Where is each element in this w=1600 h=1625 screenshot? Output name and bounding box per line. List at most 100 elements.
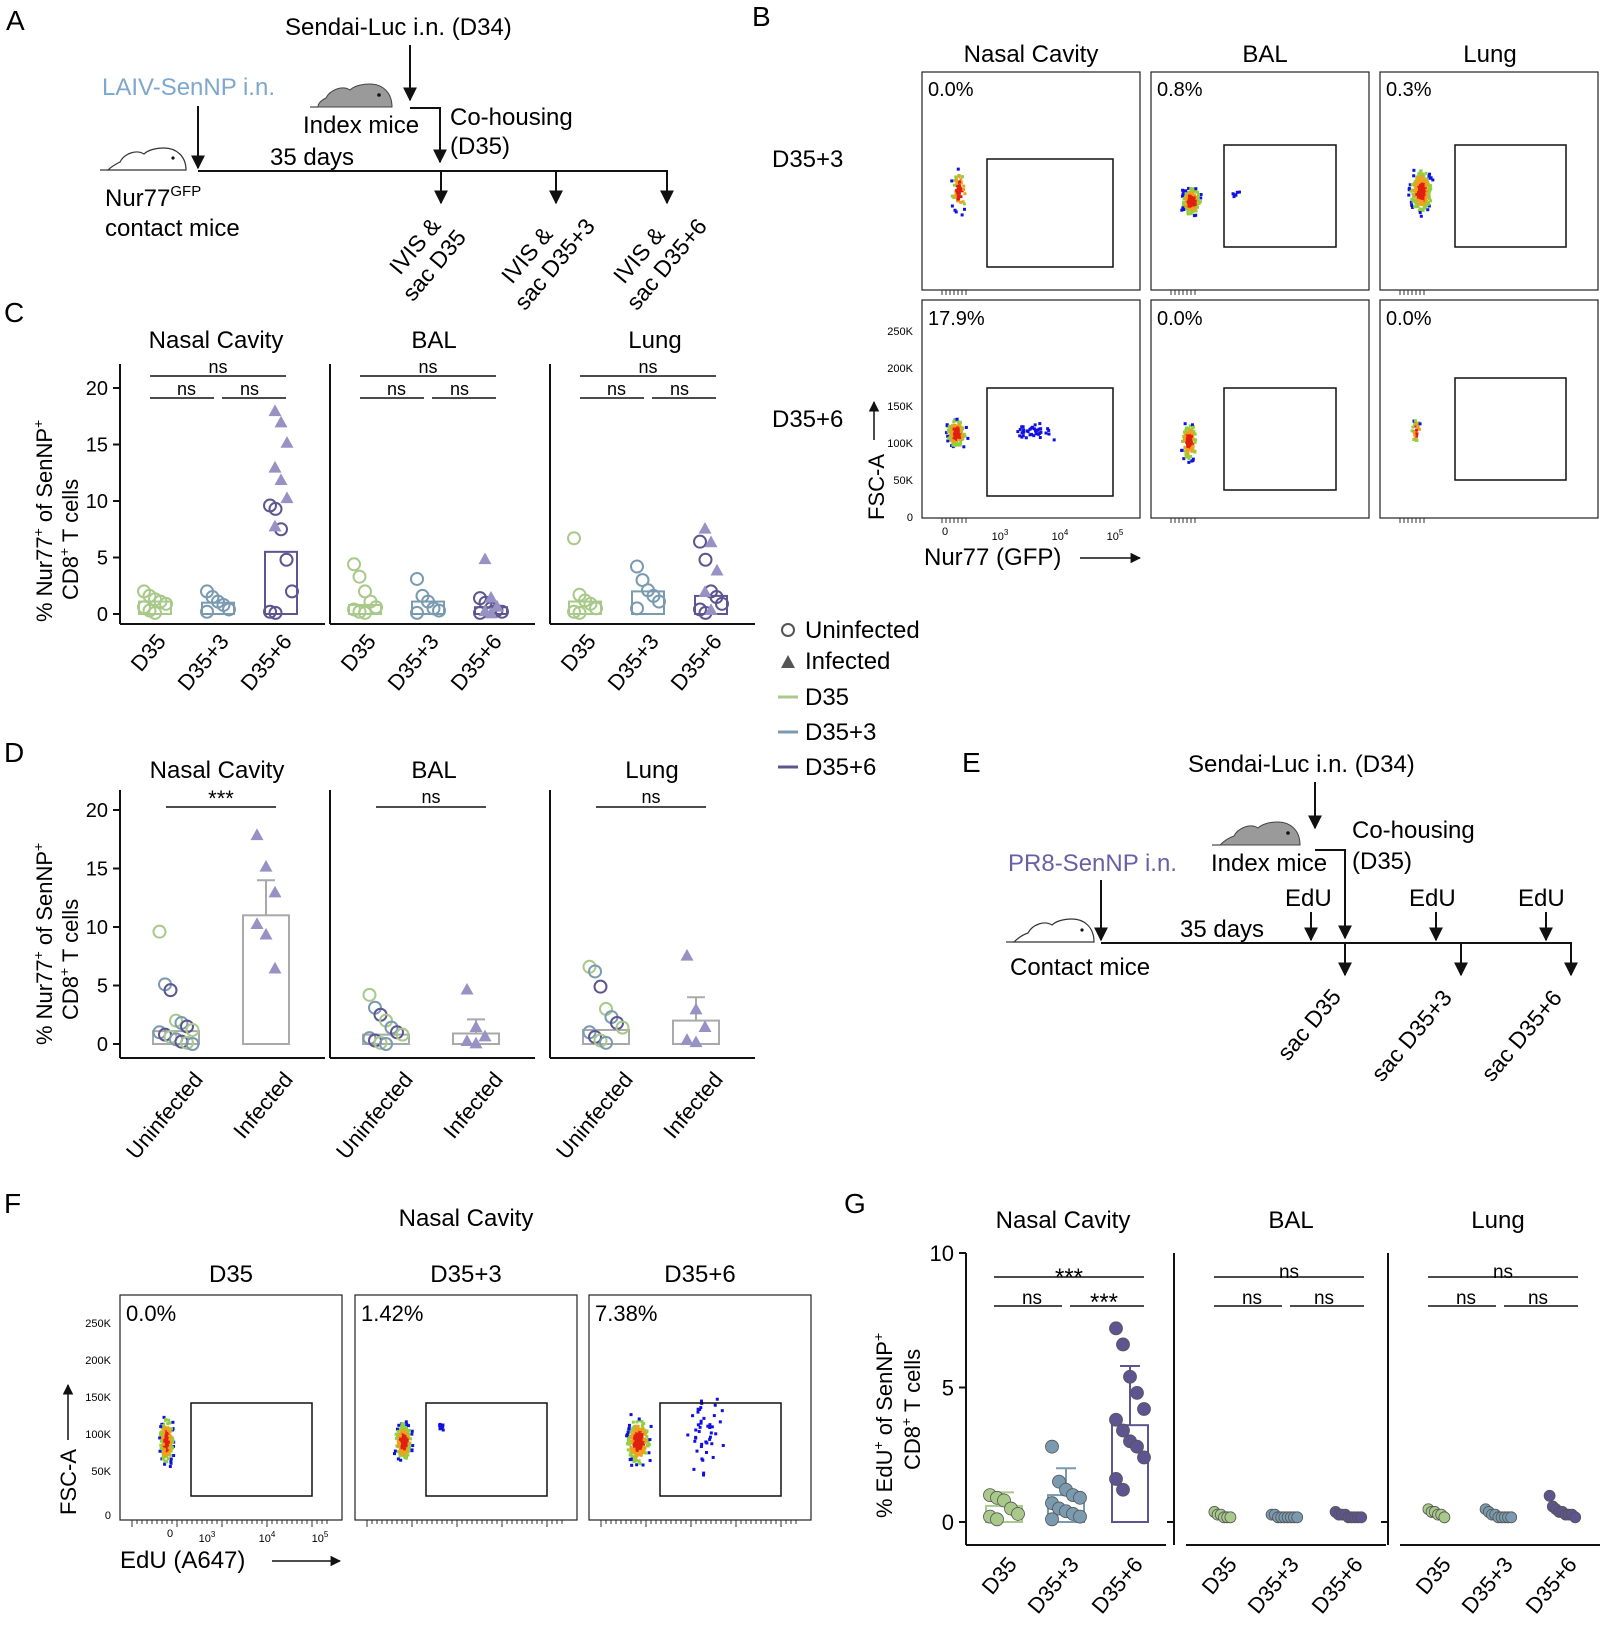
gate-f-1 (425, 1402, 548, 1497)
flow-dot-cloud (158, 1415, 176, 1469)
flow-dot (953, 208, 957, 212)
e-contact-mouse-icon (1006, 918, 1095, 943)
flow-dot (401, 1433, 405, 1437)
flow-dot (944, 431, 948, 435)
flow-dot (159, 1443, 163, 1447)
flow-dot (633, 1437, 637, 1441)
g-x-tick-label: D35+6 (1307, 1552, 1368, 1618)
flow-dot (404, 1455, 408, 1459)
d-title-bal: BAL (411, 757, 456, 784)
panel-a: A Sendai-Luc i.n. (D34) LAIV-SenNP i.n. … (6, 5, 712, 315)
b-ytick-200k: 200K (887, 363, 913, 375)
flow-dot (162, 1428, 166, 1432)
flow-dot (1191, 199, 1195, 203)
d-y-tick-label: 10 (86, 917, 108, 939)
flow-dot (959, 430, 963, 434)
flow-dot (407, 1442, 411, 1446)
flow-dot (1185, 192, 1189, 196)
flow-dot (1033, 423, 1037, 427)
c-point-infected (490, 599, 504, 612)
flow-dot (1030, 432, 1034, 436)
flow-dot (1052, 438, 1056, 442)
flow-dot (163, 1454, 167, 1458)
pct-f-2: 7.38% (595, 1301, 657, 1326)
flow-plot-b-bal-d353 (1150, 71, 1370, 291)
flow-dot (963, 192, 967, 196)
flow-dot (394, 1436, 398, 1440)
flow-dot (165, 1441, 169, 1445)
flow-dot (946, 434, 950, 438)
flow-dot (403, 1434, 407, 1438)
d-point-uninfected (615, 1020, 630, 1035)
flow-dot (956, 420, 960, 424)
d-point-infected (469, 1036, 483, 1049)
flow-dot (163, 1459, 167, 1463)
g-x-tick-label: D35+3 (1243, 1552, 1304, 1618)
flow-dot (952, 183, 956, 187)
gate-f-0 (190, 1402, 313, 1497)
g-point (1355, 1511, 1368, 1524)
g-point (1438, 1511, 1451, 1524)
flow-dot (721, 1443, 725, 1447)
flow-dot (635, 1450, 639, 1454)
flow-dot (954, 193, 958, 197)
flow-dot (169, 1457, 173, 1461)
flow-dot (158, 1449, 162, 1453)
flow-dot (160, 1450, 164, 1454)
flow-dot (959, 441, 963, 445)
c-y-axis-label-2: CD8+ T cells (56, 479, 83, 600)
flow-dot (1421, 186, 1425, 190)
flow-dot (1410, 183, 1414, 187)
f-xtick-1e5: 105 (312, 1530, 329, 1545)
flow-dot (1416, 424, 1420, 428)
flow-dot (1418, 202, 1422, 206)
flow-dot (1039, 430, 1043, 434)
flow-dot (1047, 428, 1051, 432)
c-point-infected (274, 473, 288, 486)
flow-dot (629, 1457, 633, 1461)
d-y-tick-label: 0 (97, 1034, 108, 1056)
flow-dot (1188, 197, 1192, 201)
flow-dot (1194, 438, 1198, 442)
flow-dot (1180, 194, 1184, 198)
flow-dot (1195, 190, 1199, 194)
flow-dot (962, 202, 966, 206)
panel-letter-c: C (4, 297, 24, 328)
flow-dot (640, 1424, 644, 1428)
row-label-d356: D35+6 (772, 406, 843, 433)
panel-letter-d: D (4, 737, 24, 768)
pct-b-1-1: 0.0% (1157, 308, 1203, 330)
flow-plot-b-nasal-d353 (921, 71, 1141, 291)
flow-dot (1044, 431, 1048, 435)
g-x-tick-label: D35+3 (1457, 1552, 1518, 1618)
flow-dot (1185, 431, 1189, 435)
flow-dot (956, 199, 960, 203)
flow-dot (637, 1441, 641, 1445)
flow-dot (407, 1432, 411, 1436)
flow-dot (1186, 446, 1190, 450)
flow-dot (704, 1450, 708, 1454)
flow-dot (1428, 188, 1432, 192)
flow-dot (951, 445, 955, 449)
flow-dot (1423, 180, 1427, 184)
flow-dot (708, 1423, 712, 1427)
c-point-uninfected (630, 559, 644, 574)
flow-dot (1190, 207, 1194, 211)
flow-dot (1182, 457, 1186, 461)
flow-dot (958, 180, 962, 184)
c-point-uninfected (693, 534, 707, 549)
flow-dot (951, 436, 955, 440)
c-y-axis: 0 5 10 15 20 (86, 364, 121, 626)
flow-dot (1184, 436, 1188, 440)
g-point (1109, 1472, 1123, 1486)
flow-dot (1194, 189, 1198, 193)
flow-dot (166, 1422, 170, 1426)
d-point-infected (680, 1033, 694, 1045)
flow-dot (1192, 198, 1196, 202)
flow-dot (695, 1449, 699, 1453)
flow-dot (642, 1445, 646, 1449)
c-x-tick-label: D35+6 (446, 629, 507, 695)
flow-dot (1186, 208, 1190, 212)
flow-dot (640, 1419, 644, 1423)
